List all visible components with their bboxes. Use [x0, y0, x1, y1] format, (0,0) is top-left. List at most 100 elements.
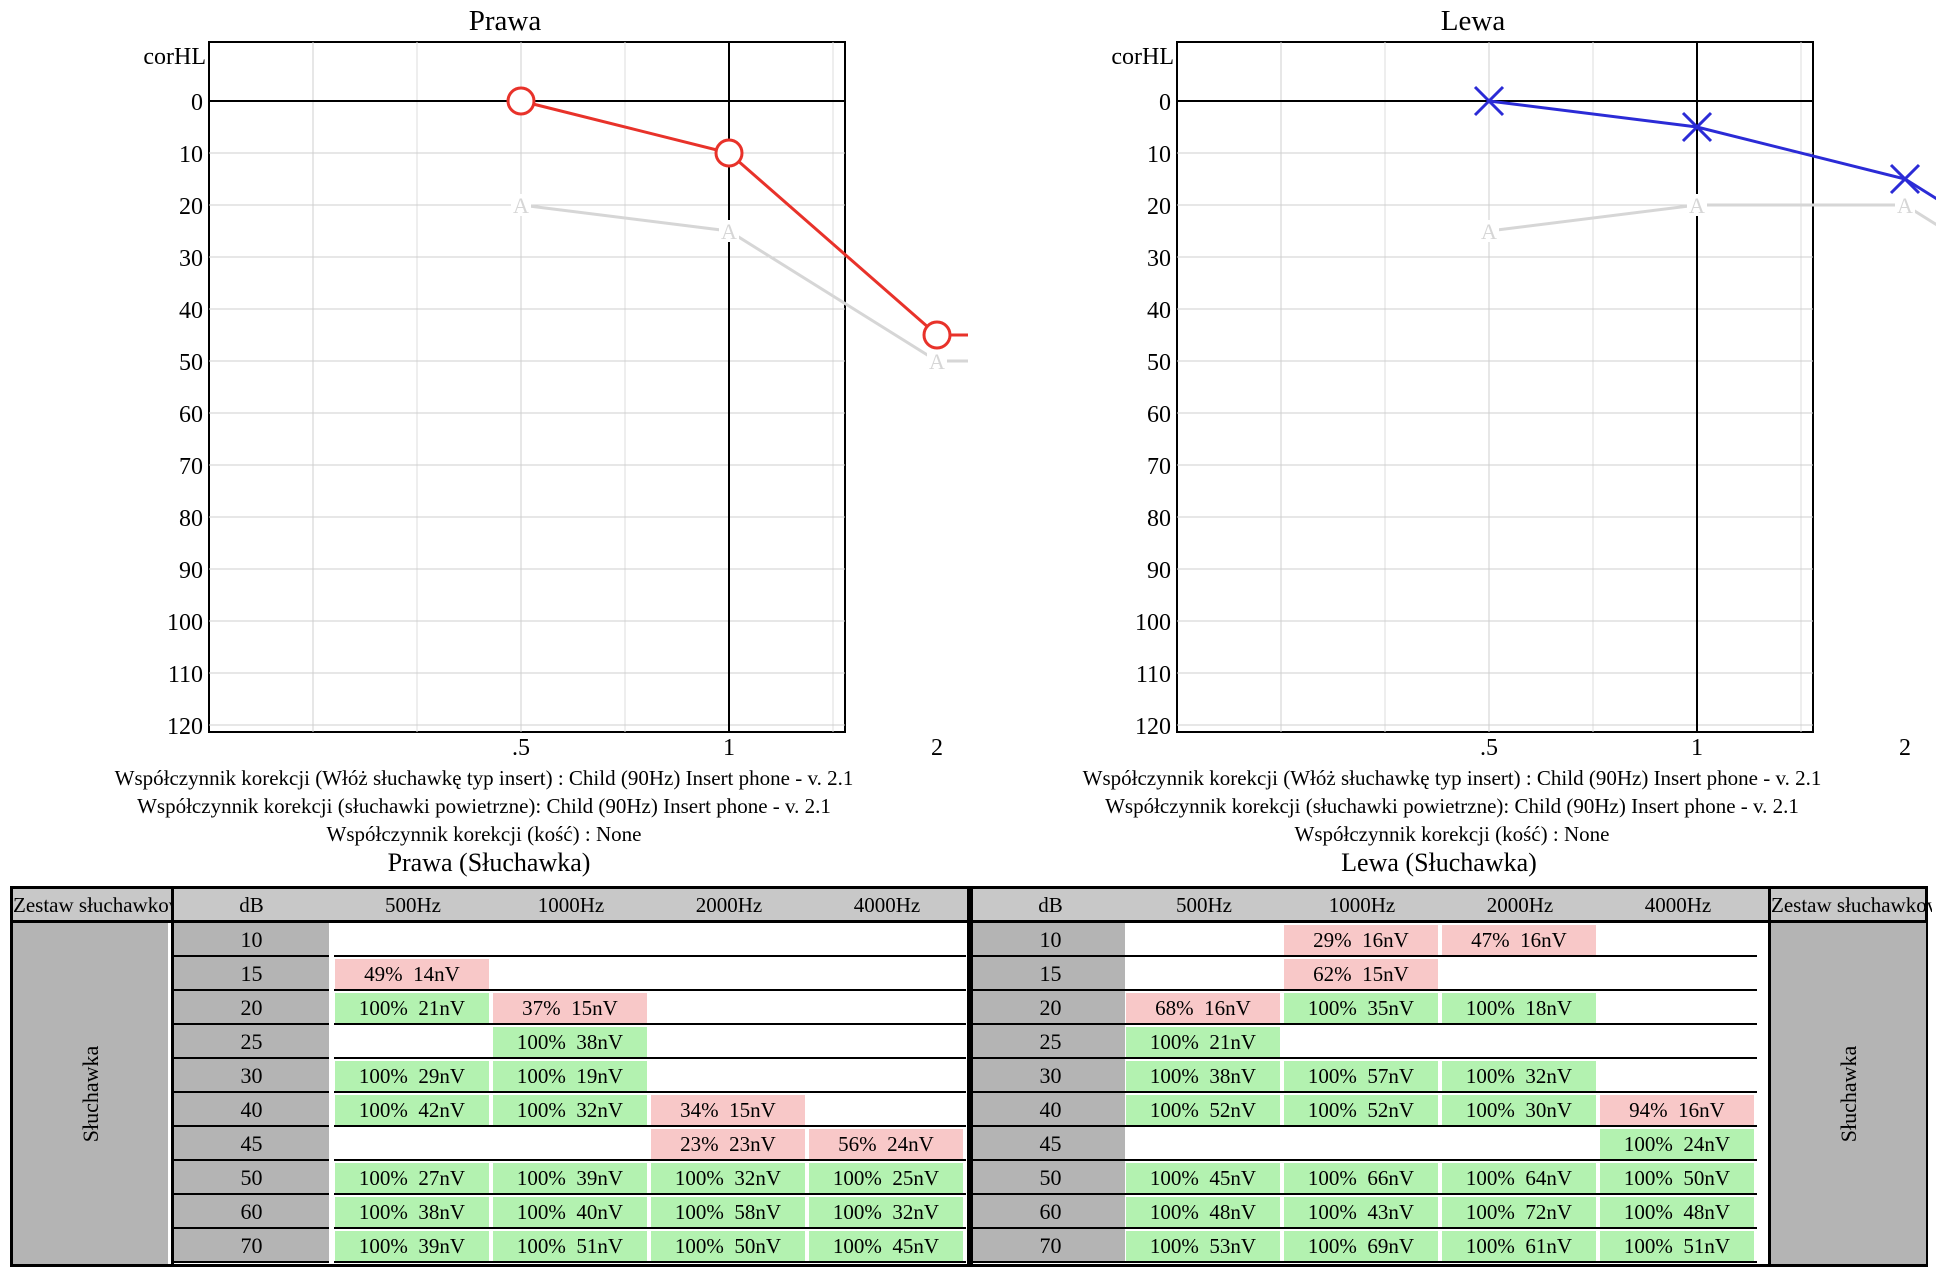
data-point-cross [1889, 163, 1921, 195]
y-tick-label: 70 [179, 454, 203, 480]
db-cell: 40 [174, 1093, 329, 1127]
note-bone: Współczynnik korekcji (kość) : None [326, 822, 642, 846]
plot-frame [208, 41, 846, 733]
x-tick-label: 1 [1691, 735, 1703, 761]
result-cell: 100% 40nV [493, 1197, 647, 1227]
result-cell: 100% 32nV [809, 1197, 963, 1227]
result-cell: 100% 57nV [1284, 1061, 1438, 1091]
data-point-a: A [513, 193, 529, 218]
db-cell: 40 [973, 1093, 1128, 1127]
result-cell: 100% 21nV [1126, 1027, 1280, 1057]
y-tick-label: 20 [1147, 194, 1171, 220]
header-freq: 2000Hz [695, 893, 763, 917]
y-tick-label: 70 [1147, 454, 1171, 480]
abr-table-right: Zestaw słuchawkowy dB 500Hz 1000Hz 2000Hz 400… [10, 886, 970, 1267]
y-tick-label: 110 [168, 662, 203, 688]
db-cell: 10 [973, 923, 1128, 957]
db-cell: 25 [174, 1025, 329, 1059]
table-row [334, 1025, 966, 1059]
db-cell: 50 [174, 1161, 329, 1195]
series-line [1488, 203, 1936, 233]
y-tick-label: 10 [1147, 142, 1171, 168]
result-cell: 94% 16nV [1600, 1095, 1754, 1125]
note-insert: Współczynnik korekcji (Włóż słuchawkę ty… [1082, 766, 1822, 790]
correction-notes-left: Współczynnik korekcji (Włóż słuchawkę ty… [968, 764, 1936, 848]
result-cell: 100% 51nV [493, 1231, 647, 1261]
column-separator [171, 889, 174, 1264]
db-cell: 70 [174, 1229, 329, 1263]
y-tick-label: 30 [179, 246, 203, 272]
result-cell: 100% 21nV [335, 993, 489, 1023]
data-point-a: A [721, 219, 737, 244]
result-cell: 100% 48nV [1600, 1197, 1754, 1227]
result-cell: 100% 38nV [335, 1197, 489, 1227]
result-cell: 100% 32nV [651, 1163, 805, 1193]
marker-bg [927, 350, 947, 372]
series-line [1488, 99, 1936, 201]
marker-bg [719, 220, 739, 242]
correction-notes-right: Współczynnik korekcji (Włóż słuchawkę ty… [0, 764, 968, 848]
result-cell: 100% 39nV [335, 1231, 489, 1261]
y-tick-label: 10 [179, 142, 203, 168]
db-cell: 30 [174, 1059, 329, 1093]
column-separator [1768, 889, 1771, 1264]
audiogram-left: AAAA0102030405060708090100110120corHL.51… [1111, 5, 1936, 761]
data-point-a: A [1689, 193, 1705, 218]
header-db: dB [239, 893, 264, 917]
table-row [1125, 957, 1757, 991]
x-tick-label: 2 [931, 735, 943, 761]
result-cell: 34% 15nV [651, 1095, 805, 1125]
result-cell: 37% 15nV [493, 993, 647, 1023]
result-cell: 100% 52nV [1126, 1095, 1280, 1125]
x-tick-label: .5 [1480, 735, 1498, 761]
result-cell: 100% 52nV [1284, 1095, 1438, 1125]
db-cell: 20 [174, 991, 329, 1025]
result-cell: 100% 38nV [1126, 1061, 1280, 1091]
result-cell: 100% 19nV [493, 1061, 647, 1091]
headset-column: Słuchawka [13, 923, 168, 1264]
table-header-row: Zestaw słuchawkowy dB 500Hz 1000Hz 2000Hz 400… [973, 889, 1932, 923]
result-cell: 100% 30nV [1442, 1095, 1596, 1125]
result-cell: 100% 24nV [1600, 1129, 1754, 1159]
y-tick-label: 60 [1147, 402, 1171, 428]
db-cell: 50 [973, 1161, 1128, 1195]
table-title-left: Lewa (Słuchawka) [1341, 848, 1537, 877]
result-cell: 29% 16nV [1284, 925, 1438, 955]
y-tick-label: 40 [179, 298, 203, 324]
result-cell: 100% 18nV [1442, 993, 1596, 1023]
y-tick-label: 0 [1159, 90, 1171, 116]
y-tick-label: 80 [179, 506, 203, 532]
x-tick-label: .5 [512, 735, 530, 761]
y-tick-label: 80 [1147, 506, 1171, 532]
y-tick-label: 50 [179, 350, 203, 376]
db-cell: 60 [973, 1195, 1128, 1229]
data-point-cross [1681, 111, 1713, 143]
note-insert: Współczynnik korekcji (Włóż słuchawkę ty… [114, 766, 854, 790]
headset-column: Słuchawka [1771, 923, 1926, 1264]
header-headset: Zestaw słuchawkowy [1771, 893, 1932, 917]
db-cell: 25 [973, 1025, 1128, 1059]
data-point-a: A [1897, 193, 1913, 218]
result-cell: 100% 50nV [1600, 1163, 1754, 1193]
y-tick-label: 110 [1136, 662, 1171, 688]
result-cell: 100% 45nV [1126, 1163, 1280, 1193]
chart-title: Lewa [1441, 5, 1506, 37]
header-freq: 500Hz [1176, 893, 1232, 917]
result-cell: 100% 58nV [651, 1197, 805, 1227]
result-cell: 100% 39nV [493, 1163, 647, 1193]
data-point-circle [714, 138, 744, 168]
db-cell: 45 [973, 1127, 1128, 1161]
result-cell: 100% 43nV [1284, 1197, 1438, 1227]
marker-bg [1479, 220, 1499, 242]
header-db: dB [1038, 893, 1063, 917]
result-cell: 100% 25nV [809, 1163, 963, 1193]
plot-frame [1176, 41, 1814, 733]
note-bone: Współczynnik korekcji (kość) : None [1294, 822, 1610, 846]
result-cell: 100% 35nV [1284, 993, 1438, 1023]
header-freq: 2000Hz [1486, 893, 1554, 917]
x-tick-label: 2 [1899, 735, 1911, 761]
data-point-cross [1473, 85, 1505, 117]
y-tick-label: 20 [179, 194, 203, 220]
y-tick-label: 60 [179, 402, 203, 428]
result-cell: 56% 24nV [809, 1129, 963, 1159]
